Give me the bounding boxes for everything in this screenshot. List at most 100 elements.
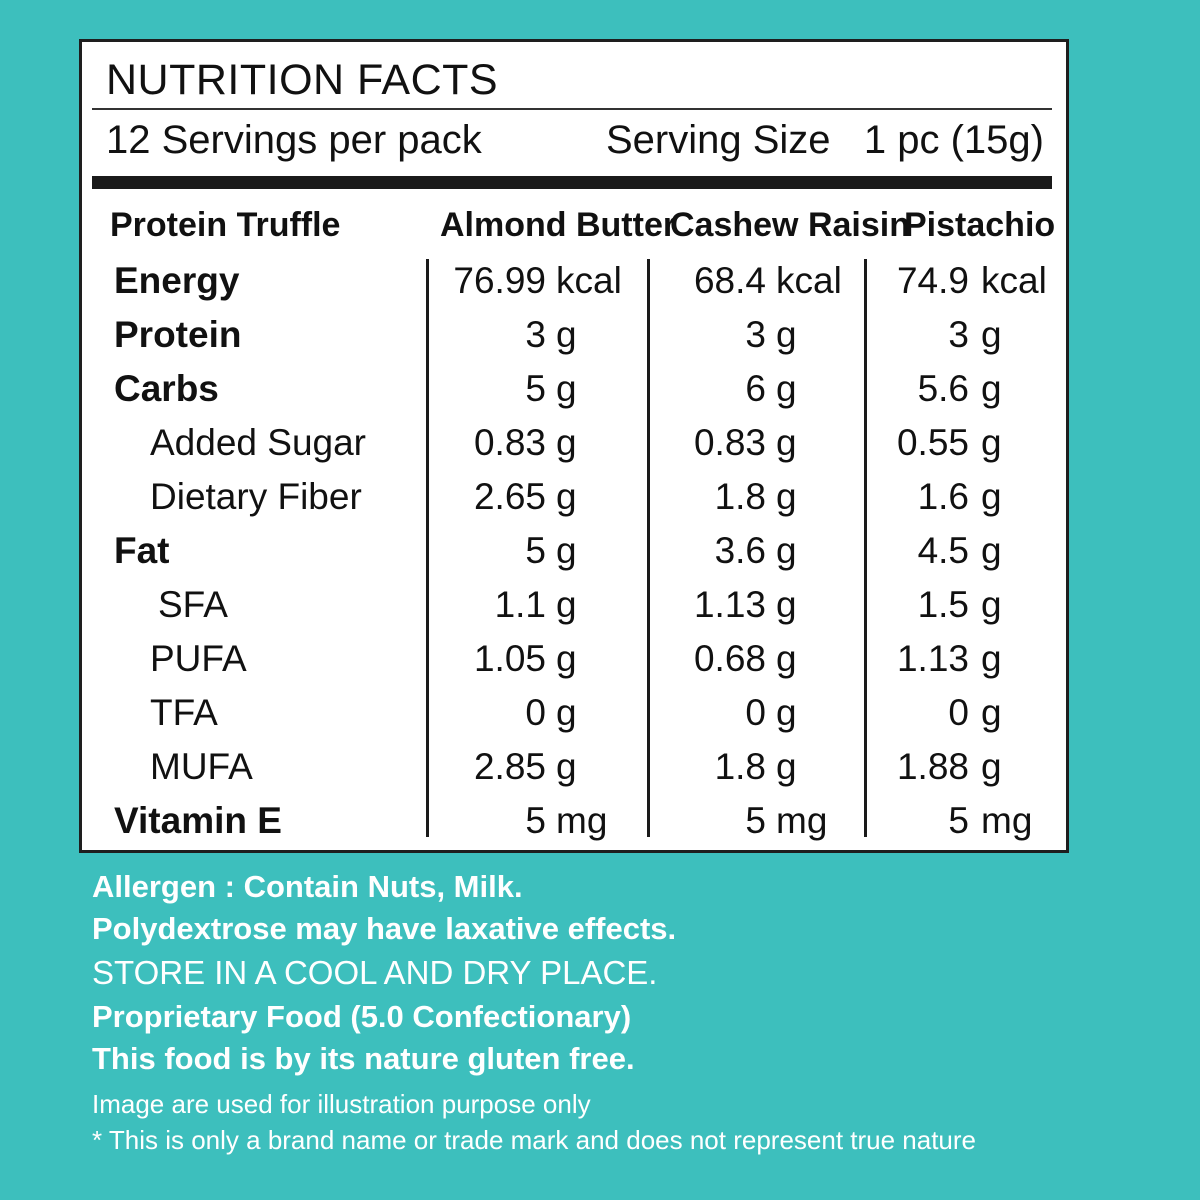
nutrient-label: MUFA (150, 746, 253, 787)
nutrient-label: Dietary Fiber (150, 476, 362, 517)
nutrient-label: Vitamin E (114, 800, 282, 841)
table-row: PUFA 1.05 g 0.68 g 1.13 g (82, 638, 1066, 692)
nutrient-unit: g (776, 476, 797, 517)
nutrient-unit: mg (556, 800, 608, 841)
nutrient-label: Fat (114, 530, 170, 571)
nutrient-unit: g (556, 584, 577, 625)
table-row: MUFA 2.85 g 1.8 g 1.88 g (82, 746, 1066, 800)
nutrient-unit: g (556, 692, 577, 733)
column-divider (426, 259, 429, 837)
nutrient-value: 0 (745, 692, 766, 733)
nutrient-unit: g (981, 530, 1002, 571)
nutrient-unit: g (556, 422, 577, 463)
nutrient-unit: g (776, 746, 797, 787)
nutrient-value: 3 (525, 314, 546, 355)
nutrient-value: 5.6 (917, 368, 969, 409)
nutrient-value: 3 (948, 314, 969, 355)
proprietary-note: Proprietary Food (5.0 Confectionary) (92, 999, 632, 1034)
nutrient-value: 1.88 (896, 746, 969, 787)
nutrient-label: Protein (114, 314, 242, 355)
nutrient-value: 1.8 (714, 746, 766, 787)
nutrient-unit: g (776, 422, 797, 463)
nutrient-value: 0.55 (896, 422, 969, 463)
nutrient-unit: g (776, 314, 797, 355)
table-row: Protein 3 g 3 g 3 g (82, 314, 1066, 368)
nutrient-unit: g (981, 584, 1002, 625)
laxative-note: Polydextrose may have laxative effects. (92, 911, 677, 946)
table-row: Vitamin E 5 mg 5 mg 5 mg (82, 800, 1066, 854)
nutrient-label: Added Sugar (150, 422, 367, 463)
nutrient-unit: g (776, 638, 797, 679)
nutrient-value: 6 (745, 368, 766, 409)
nutrient-label: Carbs (114, 368, 219, 409)
nutrient-unit: g (776, 530, 797, 571)
nutrient-value: 0.83 (473, 422, 546, 463)
nutrient-value: 3 (745, 314, 766, 355)
table-row: Added Sugar 0.83 g 0.83 g 0.55 g (82, 422, 1066, 476)
illustration-note: Image are used for illustration purpose … (92, 1089, 591, 1119)
nutrient-unit: g (776, 584, 797, 625)
header-divider (92, 176, 1052, 189)
column-header-pistachio: Pistachio (904, 206, 1056, 244)
table-row: Carbs 5 g 6 g 5.6 g (82, 368, 1066, 422)
table-row: Energy 76.99 kcal 68.4 kcal 74.9 kcal (82, 260, 1066, 314)
nutrient-value: 0 (525, 692, 546, 733)
nutrient-value: 1.6 (917, 476, 969, 517)
nutrient-value: 0.68 (693, 638, 766, 679)
nutrient-unit: mg (776, 800, 828, 841)
nutrient-unit: g (556, 746, 577, 787)
column-divider (647, 259, 650, 837)
nutrient-unit: g (981, 368, 1002, 409)
nutrient-unit: g (776, 692, 797, 733)
nutrient-value: 4.5 (917, 530, 969, 571)
nutrient-unit: g (981, 692, 1002, 733)
nutrient-value: 1.13 (896, 638, 969, 679)
table-row: Dietary Fiber 2.65 g 1.8 g 1.6 g (82, 476, 1066, 530)
nutrient-unit: kcal (556, 260, 622, 301)
nutrient-unit: g (556, 638, 577, 679)
nutrient-unit: g (981, 314, 1002, 355)
serving-size: Serving Size 1 pc (15g) (606, 118, 1044, 162)
nutrient-unit: g (776, 368, 797, 409)
nutrient-value: 5 (525, 368, 546, 409)
column-header-cashew-raisin: Cashew Raisin (670, 206, 910, 244)
nutrient-value: 2.85 (473, 746, 546, 787)
nutrient-value: 5 (948, 800, 969, 841)
nutrient-value: 3.6 (714, 530, 766, 571)
table-row: TFA 0 g 0 g 0 g (82, 692, 1066, 746)
nutrient-label: SFA (158, 584, 228, 625)
nutrient-value: 1.8 (714, 476, 766, 517)
nutrient-unit: g (981, 476, 1002, 517)
nutrient-unit: g (981, 746, 1002, 787)
nutrient-unit: g (556, 530, 577, 571)
gluten-note: This food is by its nature gluten free. (92, 1041, 635, 1076)
nutrient-unit: kcal (981, 260, 1047, 301)
label-column-header: Protein Truffle (110, 206, 341, 244)
nutrient-label: TFA (150, 692, 218, 733)
servings-per-pack: 12 Servings per pack (106, 118, 482, 162)
trademark-note: * This is only a brand name or trade mar… (92, 1125, 977, 1155)
nutrient-value: 5 (745, 800, 766, 841)
nutrient-value: 68.4 (693, 260, 766, 301)
panel-title: NUTRITION FACTS (106, 56, 499, 104)
table-row: SFA 1.1 g 1.13 g 1.5 g (82, 584, 1066, 638)
nutrient-label: PUFA (150, 638, 247, 679)
nutrient-unit: g (556, 368, 577, 409)
nutrient-unit: g (981, 638, 1002, 679)
nutrition-facts-panel: NUTRITION FACTS 12 Servings per pack Ser… (79, 39, 1069, 853)
storage-note: STORE IN A COOL AND DRY PLACE. (92, 954, 658, 991)
nutrient-value: 0 (948, 692, 969, 733)
nutrient-value: 76.99 (453, 260, 546, 301)
title-divider (92, 108, 1052, 110)
nutrient-label: Energy (114, 260, 240, 301)
nutrient-unit: g (556, 314, 577, 355)
nutrient-value: 5 (525, 530, 546, 571)
nutrient-unit: kcal (776, 260, 842, 301)
nutrient-value: 1.5 (917, 584, 969, 625)
table-row: Fat 5 g 3.6 g 4.5 g (82, 530, 1066, 584)
nutrient-unit: g (981, 422, 1002, 463)
nutrient-value: 1.1 (494, 584, 546, 625)
nutrient-unit: g (556, 476, 577, 517)
nutrient-unit: mg (981, 800, 1033, 841)
nutrient-value: 0.83 (693, 422, 766, 463)
